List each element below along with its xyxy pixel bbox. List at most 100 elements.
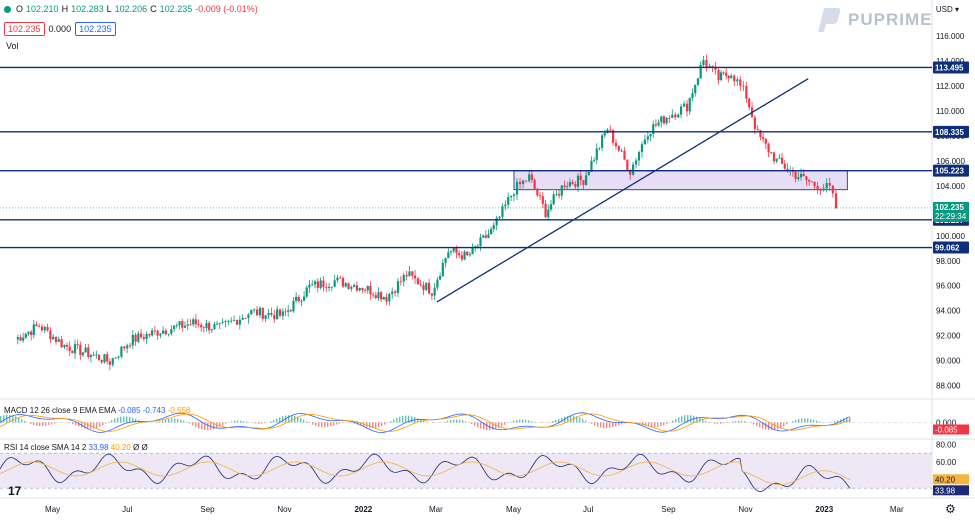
- candle-body: [270, 313, 273, 315]
- candle-body: [284, 311, 287, 313]
- macd-histogram-bar: [606, 422, 608, 429]
- candle-body: [452, 248, 455, 252]
- macd-histogram-bar: [459, 419, 461, 423]
- candle-body: [557, 193, 561, 196]
- candle-body: [38, 326, 41, 327]
- macd-histogram-bar: [78, 422, 80, 427]
- candle-body: [504, 204, 507, 207]
- macd-histogram-bar: [639, 422, 641, 424]
- candle-body: [117, 356, 120, 358]
- price-tick-label: 94.000: [936, 307, 961, 316]
- candle-body: [507, 197, 510, 205]
- candle-body: [510, 195, 513, 198]
- macd-histogram-bar: [168, 418, 170, 423]
- candle-body: [103, 354, 106, 363]
- candle-body: [250, 309, 253, 315]
- candle-body: [19, 337, 22, 341]
- candle-body: [416, 278, 419, 285]
- candle-body: [81, 352, 85, 356]
- candle-body: [172, 325, 176, 330]
- macd-histogram-bar: [219, 422, 221, 427]
- rsi-na-1: Ø: [133, 443, 140, 452]
- currency-selector[interactable]: USD ▾: [935, 5, 959, 14]
- macd-histogram-bar: [612, 422, 614, 428]
- macd-histogram-bar: [786, 422, 788, 425]
- macd-histogram-bar: [525, 419, 527, 423]
- macd-histogram-bar: [264, 422, 266, 424]
- candle-body: [629, 170, 632, 175]
- macd-histogram-bar: [375, 422, 377, 428]
- macd-histogram-bar: [555, 420, 557, 423]
- candle-body: [350, 286, 353, 289]
- candle-body: [603, 133, 606, 136]
- macd-histogram-bar: [552, 421, 554, 423]
- candle-body: [585, 175, 588, 185]
- macd-histogram-bar: [696, 416, 698, 423]
- macd-histogram-bar: [216, 422, 218, 428]
- candle-body: [369, 285, 372, 295]
- candle-body: [541, 196, 544, 204]
- candle-body: [717, 69, 720, 80]
- candle-body: [802, 173, 805, 177]
- macd-histogram-bar: [276, 418, 278, 423]
- macd-histogram-bar: [111, 420, 113, 423]
- macd-histogram-bar: [774, 422, 776, 430]
- candle-body: [490, 228, 493, 235]
- candle-body: [382, 296, 385, 300]
- macd-histogram-bar: [288, 415, 290, 423]
- sell-price-button[interactable]: 102.235: [4, 22, 45, 36]
- macd-histogram-bar: [705, 420, 707, 423]
- macd-histogram-bar: [51, 422, 53, 425]
- macd-histogram-bar: [618, 422, 620, 426]
- macd-histogram-bar: [831, 421, 833, 423]
- candle-body: [447, 252, 450, 259]
- macd-histogram-bar: [261, 422, 263, 424]
- ohlc-legend: O 102.210 H 102.283 L 102.206 C 102.235 -0.0…: [4, 4, 258, 14]
- candle-body: [319, 280, 322, 288]
- macd-histogram-bar: [462, 420, 464, 423]
- candle-body: [32, 324, 35, 335]
- macd-histogram-bar: [255, 422, 257, 424]
- candle-body: [694, 84, 697, 94]
- macd-histogram-bar: [102, 422, 104, 426]
- macd-histogram-bar: [336, 422, 338, 425]
- candle-body: [702, 60, 705, 66]
- tradingview-logo[interactable]: 17: [8, 484, 22, 498]
- candle-body: [441, 262, 444, 277]
- candle-body: [433, 287, 436, 296]
- level-price-label: 99.062: [935, 244, 960, 253]
- candle-body: [396, 281, 400, 293]
- macd-histogram-bar: [765, 422, 767, 430]
- candle-body: [767, 143, 770, 153]
- macd-histogram-bar: [327, 422, 329, 427]
- macd-histogram-bar: [33, 422, 35, 426]
- macd-axis-label: 0.000: [936, 419, 957, 428]
- candle-body: [46, 326, 49, 331]
- macd-histogram-bar: [381, 422, 383, 427]
- candle-body: [587, 171, 590, 176]
- macd-histogram-bar: [306, 421, 308, 423]
- candle-body: [549, 204, 553, 210]
- candle-body: [762, 137, 765, 140]
- candle-body: [92, 354, 95, 356]
- candle-body: [264, 315, 267, 319]
- macd-histogram-bar: [594, 422, 596, 426]
- candle-body: [287, 310, 290, 312]
- macd-histogram-bar: [126, 416, 128, 423]
- macd-histogram-bar: [69, 422, 71, 424]
- macd-histogram-bar: [231, 421, 233, 423]
- candle-body: [238, 319, 241, 325]
- candle-body: [131, 334, 134, 346]
- macd-histogram-bar: [21, 419, 23, 423]
- buy-price-button[interactable]: 102.235: [75, 22, 116, 36]
- candle-body: [476, 246, 479, 247]
- settings-gear-icon[interactable]: ⚙: [945, 502, 956, 516]
- candle-body: [552, 194, 555, 205]
- candle-body: [677, 114, 680, 118]
- candle-body: [657, 122, 660, 126]
- macd-legend: MACD 12 26 close 9 EMA EMA -0.085 -0.743…: [4, 406, 190, 415]
- macd-histogram-bar: [351, 422, 353, 424]
- candle-body: [521, 180, 525, 185]
- time-axis-label: Mar: [890, 505, 904, 514]
